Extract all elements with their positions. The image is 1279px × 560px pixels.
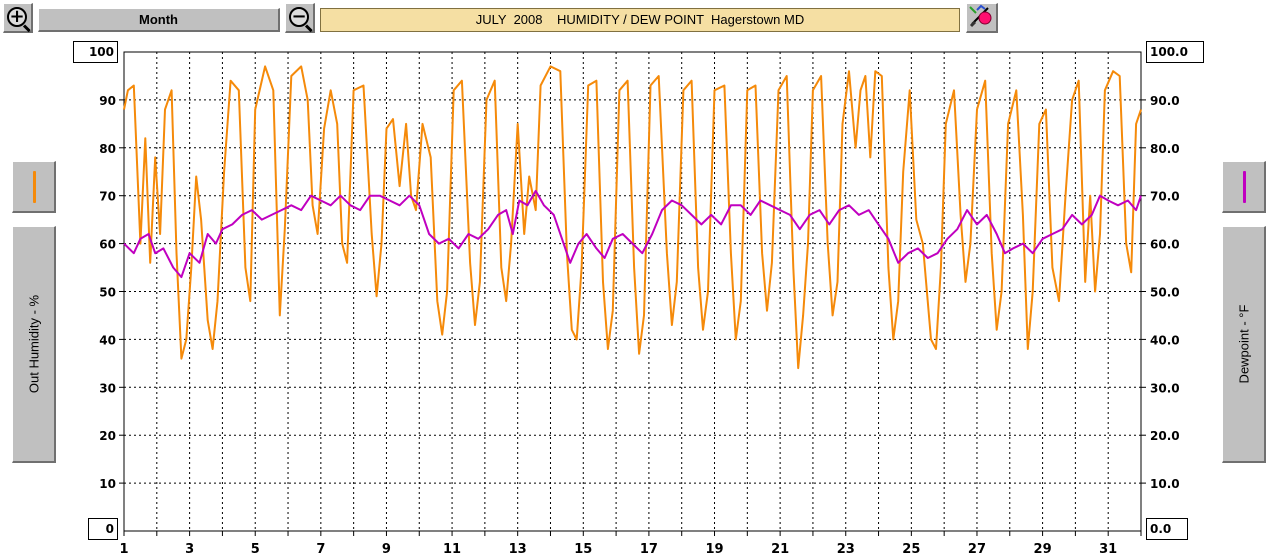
x-tick-label: 5 — [251, 542, 260, 557]
zoom-in-button[interactable]: + — [3, 3, 33, 33]
dewpoint-legend-swatch — [1243, 171, 1246, 203]
humidity-legend-swatch — [33, 171, 36, 203]
humidity-max-input[interactable]: 100 — [73, 41, 118, 63]
x-tick-label: 7 — [316, 542, 325, 557]
chart-title: JULY 2008 HUMIDITY / DEW POINT Hagerstow… — [320, 8, 960, 32]
y-right-tick-label: 90.0 — [1150, 94, 1180, 108]
y-left-tick-label: 70 — [99, 190, 116, 204]
y-right-tick-label: 60.0 — [1150, 238, 1180, 252]
dewpoint-max-input[interactable]: 100.0 — [1146, 41, 1204, 63]
dewpoint-min-input[interactable]: 0.0 — [1146, 518, 1188, 540]
humidity-axis-button[interactable]: Out Humidity - % — [12, 226, 56, 463]
dewpoint-series-line — [123, 189, 1142, 279]
x-tick-label: 21 — [771, 542, 789, 557]
humidity-series-line — [123, 65, 1142, 370]
zoom-out-button[interactable]: − — [285, 3, 315, 33]
x-tick-label: 27 — [968, 542, 986, 557]
zoom-out-icon: − — [289, 7, 309, 27]
y-right-tick-label: 20.0 — [1150, 429, 1180, 443]
y-left-tick-label: 30 — [99, 381, 116, 395]
y-right-tick-label: 50.0 — [1150, 286, 1180, 300]
y-left-tick-label: 10 — [99, 477, 116, 491]
y-left-tick-label: 90 — [99, 94, 116, 108]
humidity-min-input[interactable]: 0 — [88, 518, 118, 540]
x-tick-label: 23 — [837, 542, 855, 557]
y-left-tick-label: 50 — [99, 286, 116, 300]
y-right-tick-label: 80.0 — [1150, 142, 1180, 156]
y-right-tick-label: 40.0 — [1150, 333, 1180, 347]
x-tick-label: 3 — [185, 542, 194, 557]
x-tick-label: 25 — [902, 542, 920, 557]
x-tick-label: 1 — [119, 542, 128, 557]
plot-frame — [123, 51, 1142, 532]
dewpoint-legend-button[interactable] — [1222, 161, 1266, 213]
x-tick-label: 19 — [705, 542, 723, 557]
x-tick-label: 9 — [382, 542, 391, 557]
y-right-tick-label: 70.0 — [1150, 190, 1180, 204]
y-left-tick-label: 40 — [99, 333, 116, 347]
printer-icon — [969, 4, 992, 28]
y-left-tick-label: 60 — [99, 238, 116, 252]
y-right-tick-label: 30.0 — [1150, 381, 1180, 395]
period-button[interactable]: Month — [38, 8, 280, 32]
x-tick-label: 15 — [574, 542, 592, 557]
y-left-tick-label: 80 — [99, 142, 116, 156]
dewpoint-axis-button[interactable]: Dewpoint - °F — [1222, 226, 1266, 463]
zoom-in-icon: + — [7, 7, 27, 27]
y-right-tick-label: 10.0 — [1150, 477, 1180, 491]
print-button[interactable] — [966, 3, 998, 33]
x-tick-label: 29 — [1034, 542, 1052, 557]
x-tick-label: 17 — [640, 542, 658, 557]
x-tick-label: 11 — [443, 542, 461, 557]
x-tick-label: 13 — [509, 542, 527, 557]
y-left-tick-label: 20 — [99, 429, 116, 443]
humidity-legend-button[interactable] — [12, 161, 56, 213]
x-tick-label: 31 — [1099, 542, 1117, 557]
